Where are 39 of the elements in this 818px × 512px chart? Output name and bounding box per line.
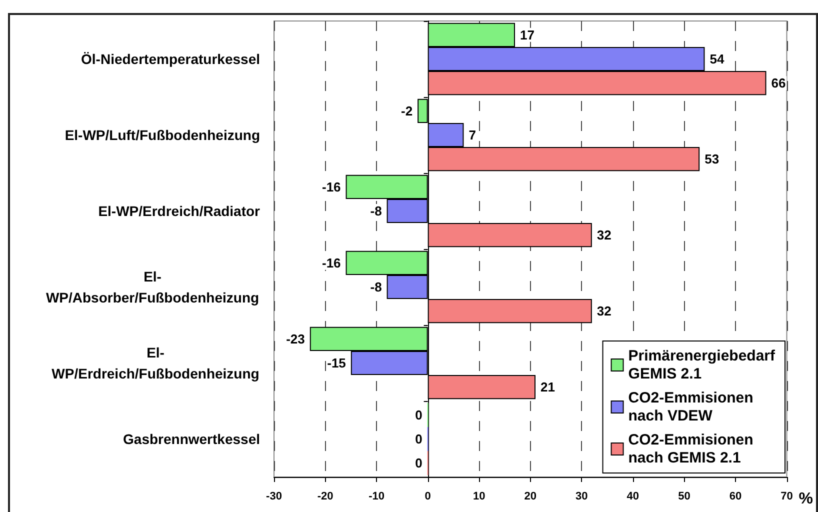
x-tick-label: 30 (576, 490, 588, 502)
data-label: 32 (596, 304, 612, 319)
legend-label: CO2-Emmisionen nach GEMIS 2.1 (628, 432, 754, 466)
x-tick-label: -10 (368, 490, 385, 502)
data-label: -16 (322, 179, 341, 194)
x-tick-label: 40 (626, 490, 640, 502)
data-label: -23 (286, 331, 305, 346)
y-tick-label: El-WP/Erdreich/Radiator (98, 203, 261, 219)
x-tick-label: 50 (678, 490, 690, 502)
data-label: 21 (540, 380, 555, 395)
y-tick-label: El-WP/Absorber/Fußbodenheizung (46, 268, 260, 306)
data-label: 32 (596, 228, 612, 243)
data-label: -16 (322, 255, 341, 270)
x-tick-label: 0 (424, 490, 431, 502)
data-label: 7 (468, 128, 476, 142)
y-tick-label: El-WP/Luft/Fußbodenheizung (64, 127, 260, 143)
x-tick-label: 70 (780, 490, 793, 502)
data-label: -8 (370, 280, 382, 294)
y-tick-label: Gasbrennwertkessel (123, 431, 260, 447)
data-label: -2 (401, 103, 413, 118)
data-label: -15 (327, 356, 346, 370)
x-tick-label: -30 (266, 490, 282, 502)
data-label: 17 (520, 27, 534, 42)
y-tick-label: El-WP/Erdreich/Fußbodenheizung (52, 344, 260, 382)
y-tick-label: Öl-Niedertemperaturkessel (81, 51, 260, 67)
x-axis-title: % (798, 490, 814, 508)
data-label: -8 (370, 204, 382, 218)
data-label: 0 (415, 456, 422, 471)
data-label: 0 (415, 407, 422, 422)
x-tick-label: 60 (729, 490, 742, 502)
x-tick-label: 20 (524, 490, 537, 502)
legend-label: Primärenergiebedarf GEMIS 2.1 (628, 348, 776, 382)
data-label: 54 (710, 52, 725, 66)
data-label: 53 (704, 152, 720, 167)
x-tick-label: -20 (317, 490, 334, 502)
data-label: 66 (771, 76, 786, 91)
data-label: 0 (415, 432, 422, 446)
legend-label: CO2-Emmisionen nach VDEW (628, 390, 754, 424)
x-tick-label: 10 (472, 490, 486, 502)
